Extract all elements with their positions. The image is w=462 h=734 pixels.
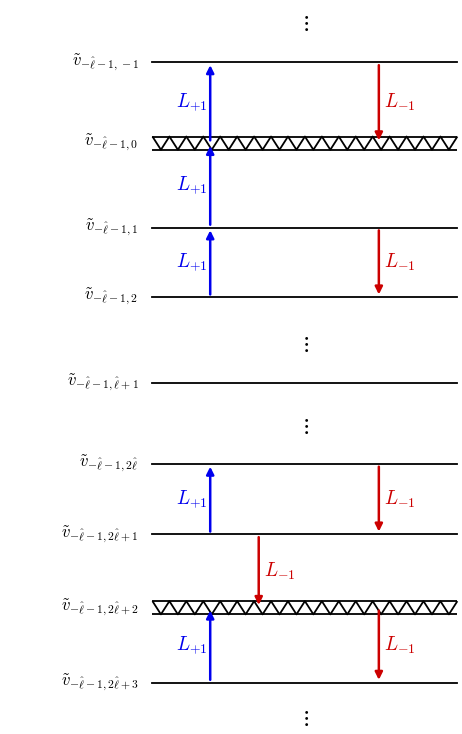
Text: $\tilde{v}_{-\hat{\ell}-1,\hat{\ell}+1}$: $\tilde{v}_{-\hat{\ell}-1,\hat{\ell}+1}$ bbox=[67, 373, 139, 393]
Text: $L_{+1}$: $L_{+1}$ bbox=[176, 252, 207, 273]
Text: $\tilde{v}_{-\hat{\ell}-1,2\hat{\ell}+3}$: $\tilde{v}_{-\hat{\ell}-1,2\hat{\ell}+3}… bbox=[61, 672, 139, 693]
Text: $\tilde{v}_{-\hat{\ell}-1,1}$: $\tilde{v}_{-\hat{\ell}-1,1}$ bbox=[85, 217, 139, 238]
Text: $L_{-1}$: $L_{-1}$ bbox=[384, 252, 415, 273]
Text: $\tilde{v}_{-\hat{\ell}-1,0}$: $\tilde{v}_{-\hat{\ell}-1,0}$ bbox=[84, 133, 139, 153]
Text: $\tilde{v}_{-\hat{\ell}-1,-1}$: $\tilde{v}_{-\hat{\ell}-1,-1}$ bbox=[72, 52, 139, 73]
Text: $L_{-1}$: $L_{-1}$ bbox=[264, 560, 295, 582]
Text: $L_{+1}$: $L_{+1}$ bbox=[176, 488, 207, 510]
Text: $L_{+1}$: $L_{+1}$ bbox=[176, 634, 207, 656]
Text: $L_{-1}$: $L_{-1}$ bbox=[384, 634, 415, 656]
Text: $\vdots$: $\vdots$ bbox=[300, 707, 310, 729]
Text: $\vdots$: $\vdots$ bbox=[300, 12, 310, 34]
Text: $\tilde{v}_{-\hat{\ell}-1,2}$: $\tilde{v}_{-\hat{\ell}-1,2}$ bbox=[85, 287, 139, 308]
Text: $\vdots$: $\vdots$ bbox=[300, 415, 310, 437]
Text: $\tilde{v}_{-\hat{\ell}-1,2\hat{\ell}+2}$: $\tilde{v}_{-\hat{\ell}-1,2\hat{\ell}+2}… bbox=[61, 597, 139, 618]
Text: $\tilde{v}_{-\hat{\ell}-1,2\hat{\ell}}$: $\tilde{v}_{-\hat{\ell}-1,2\hat{\ell}}$ bbox=[79, 454, 139, 474]
Text: $\tilde{v}_{-\hat{\ell}-1,2\hat{\ell}+1}$: $\tilde{v}_{-\hat{\ell}-1,2\hat{\ell}+1}… bbox=[61, 524, 139, 545]
Text: $L_{-1}$: $L_{-1}$ bbox=[384, 92, 415, 114]
Text: $L_{+1}$: $L_{+1}$ bbox=[176, 92, 207, 114]
Text: $L_{-1}$: $L_{-1}$ bbox=[384, 488, 415, 510]
Text: $L_{+1}$: $L_{+1}$ bbox=[176, 175, 207, 196]
Text: $\vdots$: $\vdots$ bbox=[300, 333, 310, 355]
